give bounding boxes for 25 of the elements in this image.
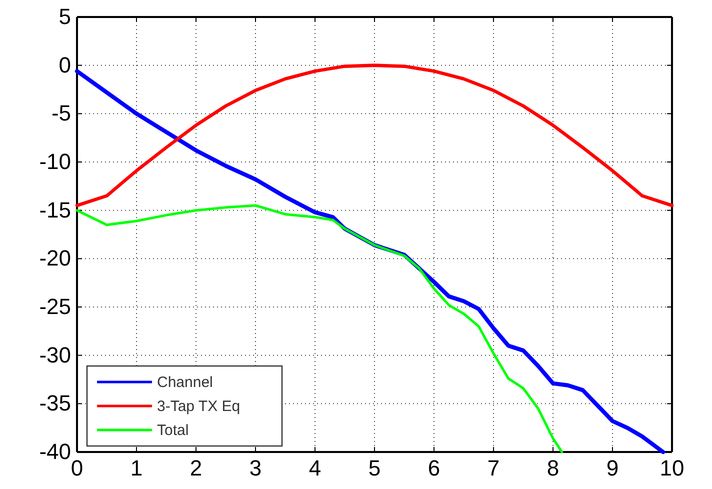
y-tick-label: 5 (58, 4, 71, 30)
x-tick-label: 8 (546, 456, 560, 481)
y-tick-label: -5 (51, 100, 71, 126)
x-tick-label: 5 (368, 456, 381, 481)
y-tick-label: -30 (39, 342, 71, 368)
x-tick-label: 3 (249, 456, 262, 481)
x-tick-label: 4 (308, 456, 322, 481)
x-tick-label: 6 (428, 456, 440, 481)
y-tick-label: -25 (39, 294, 71, 320)
y-tick-label: -40 (39, 439, 71, 464)
y-tick-label: 0 (58, 52, 71, 78)
legend-label: Channel (157, 374, 213, 391)
legend-label: 3-Tap TX Eq (157, 398, 240, 415)
y-tick-label: -35 (39, 390, 71, 416)
x-tick-label: 7 (487, 456, 500, 481)
x-tick-label: 1 (130, 456, 143, 481)
legend-label: Total (157, 422, 189, 439)
x-tick-label: 10 (660, 456, 684, 481)
y-tick-label: -10 (39, 149, 71, 174)
line-series (76, 204, 564, 454)
line-series (75, 64, 674, 208)
y-tick-label: -20 (39, 246, 71, 271)
x-tick-label: 9 (606, 456, 619, 481)
x-tick-label: 2 (190, 456, 202, 481)
y-tick-label: -15 (39, 197, 71, 222)
